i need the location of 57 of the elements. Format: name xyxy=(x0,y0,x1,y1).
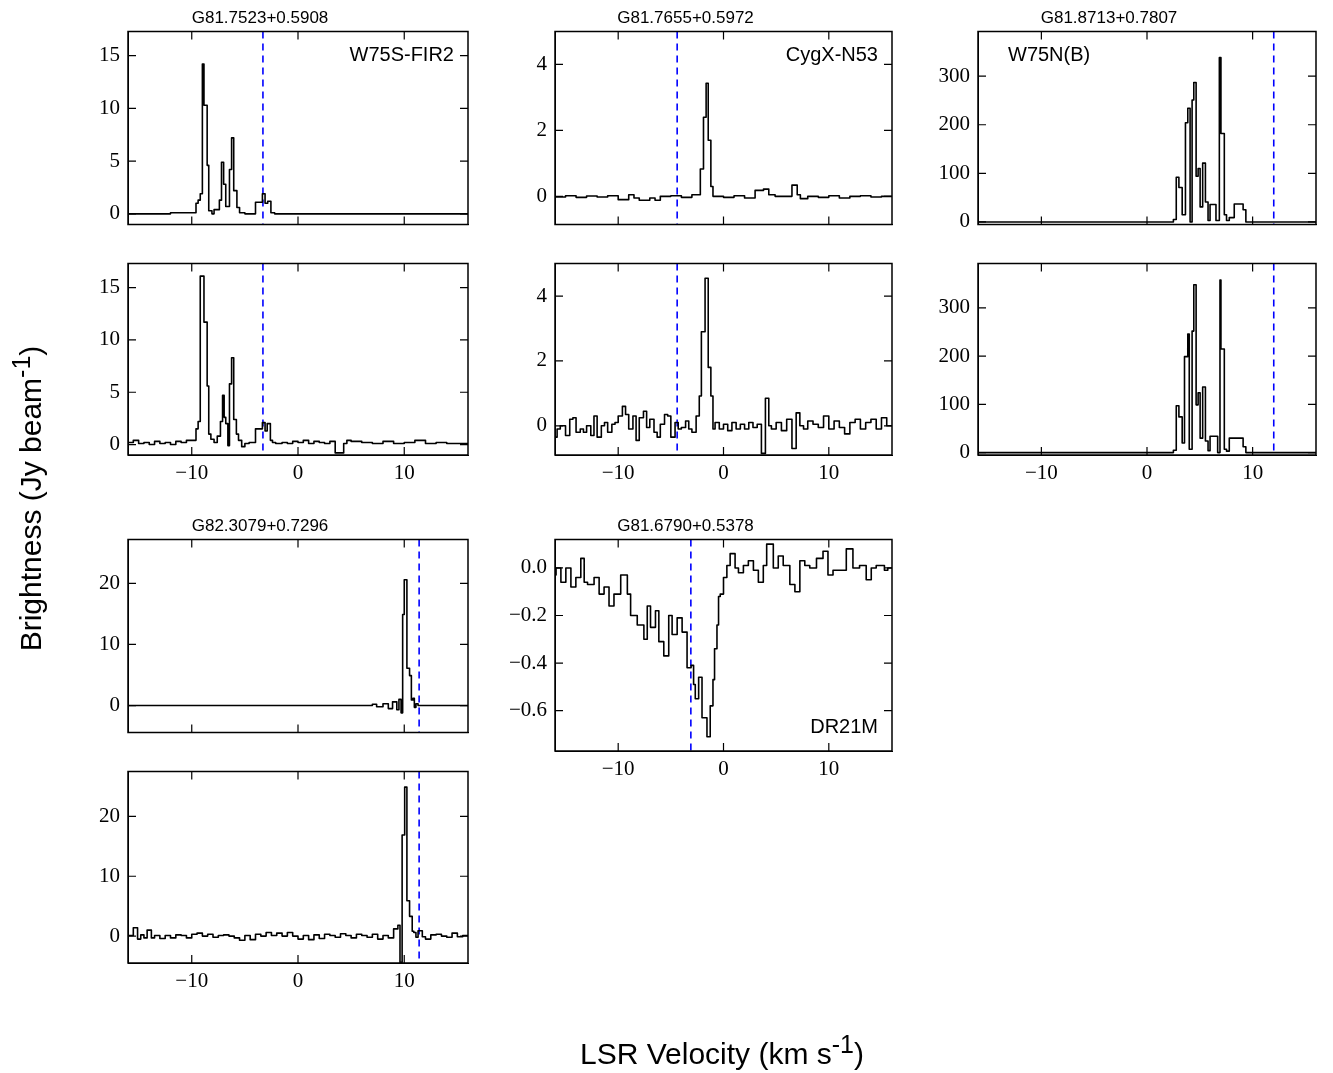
y-tick-label: 0 xyxy=(959,208,970,233)
y-tick-label: 200 xyxy=(938,342,970,367)
y-tick-label: 0 xyxy=(109,431,120,456)
x-tick-label: 0 xyxy=(718,460,729,485)
x-axis-title: LSR Velocity (km s$^{-1}$) xyxy=(580,1030,864,1071)
y-tick-label: 10 xyxy=(99,94,120,119)
y-tick-label: 15 xyxy=(99,42,120,67)
y-tick-label: 4 xyxy=(536,50,548,75)
chart-title: G81.6790+0.5378 xyxy=(617,515,754,535)
y-tick-label: 10 xyxy=(99,862,120,887)
y-tick-label: 10 xyxy=(99,630,120,655)
y-tick-label: 0.0 xyxy=(520,554,547,579)
x-tick-label: −10 xyxy=(601,460,635,485)
annotation: W75N(B) xyxy=(1008,42,1091,65)
y-tick-label: 100 xyxy=(938,159,970,184)
x-tick-label: 0 xyxy=(292,968,304,993)
x-tick-label: −10 xyxy=(1024,460,1058,485)
y-tick-label: 0 xyxy=(109,922,120,947)
x-tick-label: −10 xyxy=(175,968,209,993)
y-tick-label: 4 xyxy=(536,282,548,307)
y-tick-label: 200 xyxy=(938,111,970,136)
chart-title: G81.7523+0.5908 xyxy=(191,7,329,27)
y-tick-label: 100 xyxy=(938,390,970,415)
chart-title: G81.7655+0.5972 xyxy=(617,7,754,27)
y-tick-label: 20 xyxy=(99,802,120,827)
y-tick-label: −0.4 xyxy=(508,649,548,674)
y-tick-label: −0.2 xyxy=(508,602,547,626)
x-tick-label: 10 xyxy=(393,460,415,485)
annotation: W75S-FIR2 xyxy=(349,42,454,65)
x-tick-label: −10 xyxy=(175,460,209,485)
y-tick-label: 5 xyxy=(109,147,120,172)
x-tick-label: 10 xyxy=(393,968,415,993)
x-tick-label: 0 xyxy=(292,460,304,485)
annotation: CygX-N53 xyxy=(785,42,878,65)
y-tick-label: 0 xyxy=(536,412,547,437)
y-tick-label: 15 xyxy=(99,274,120,299)
y-tick-label: 0 xyxy=(109,200,120,225)
y-tick-label: 20 xyxy=(99,569,120,594)
y-tick-label: 300 xyxy=(938,62,970,87)
y-tick-label: 10 xyxy=(99,326,120,351)
y-tick-label: 5 xyxy=(109,378,120,403)
annotation: DR21M xyxy=(810,714,878,737)
y-tick-label: 0 xyxy=(959,439,970,464)
y-tick-label: 0 xyxy=(536,182,547,207)
y-tick-label: 0 xyxy=(109,692,120,717)
x-tick-label: 10 xyxy=(818,756,840,781)
chart-title: G81.8713+0.7807 xyxy=(1040,7,1178,27)
y-tick-label: −0.6 xyxy=(508,697,547,722)
y-tick-label: 2 xyxy=(536,347,547,372)
y-tick-label: 300 xyxy=(938,294,970,319)
x-tick-label: 0 xyxy=(718,756,729,781)
y-tick-label: 2 xyxy=(536,116,547,141)
x-tick-label: 10 xyxy=(1242,460,1264,485)
x-tick-label: −10 xyxy=(601,756,635,781)
x-tick-label: 10 xyxy=(818,460,840,485)
chart-title: G82.3079+0.7296 xyxy=(191,515,329,535)
x-tick-label: 0 xyxy=(1141,460,1153,485)
